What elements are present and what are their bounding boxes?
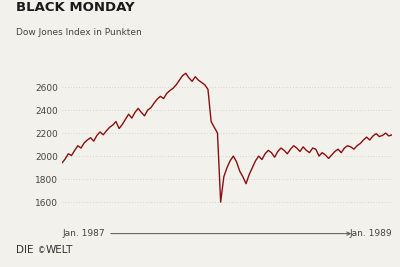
Text: Jan. 1989: Jan. 1989 [349,229,392,238]
Text: WELT: WELT [46,245,73,255]
Text: Dow Jones Index in Punkten: Dow Jones Index in Punkten [16,28,142,37]
Text: Jan. 1987: Jan. 1987 [62,229,105,238]
Text: BLACK MONDAY: BLACK MONDAY [16,1,135,14]
Text: DIE: DIE [16,245,34,255]
Text: ©: © [38,246,46,255]
